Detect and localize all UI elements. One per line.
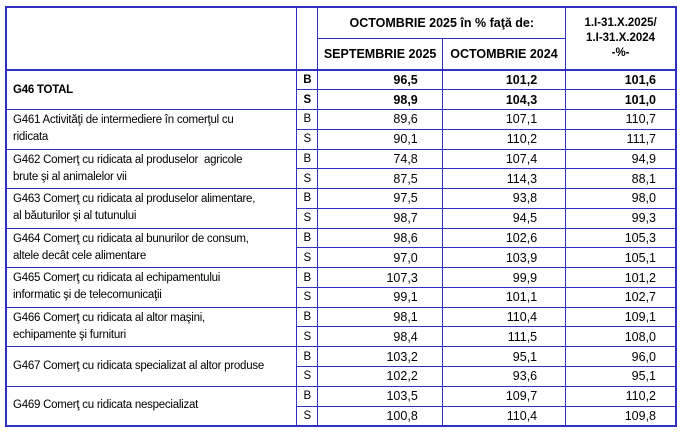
value-cell: 93,6 [441,365,567,387]
value-cell: 101,1 [441,286,567,308]
value-cell: 74,8 [317,148,443,170]
bs-cell: S [296,89,319,111]
header-octombrie-2024: OCTOMBRIE 2024 [441,37,567,71]
value-cell: 107,4 [441,148,567,170]
value-cell: 102,6 [441,227,567,249]
value-cell: 97,0 [317,247,443,269]
value-cell: 88,1 [565,168,677,190]
value-cell: 95,1 [565,365,677,387]
value-cell: 87,5 [317,168,443,190]
bs-cell: S [296,207,319,229]
value-cell: 99,1 [317,286,443,308]
value-cell: 96,5 [317,69,443,91]
header-period-column: 1.I-31.X.2025/ 1.I-31.X.2024 -%- [565,6,677,71]
value-cell: 109,8 [565,405,677,427]
value-cell: 103,9 [441,247,567,269]
value-cell: 114,3 [441,168,567,190]
value-cell: 102,7 [565,286,677,308]
bs-cell: B [296,346,319,367]
value-cell: 97,5 [317,188,443,209]
value-cell: 95,1 [441,346,567,367]
header-empty-bs-cell [296,6,319,71]
row-label: G467 Comerţ cu ridicata specializat al a… [5,346,298,387]
header-comparison-title: OCTOMBRIE 2025 în % faţă de: [317,6,567,39]
table-body: G46 TOTAL B 96,5 101,2 101,6 S 98,9 104,3 101,0 G… [5,69,677,427]
row-label: G466 Comerţ cu ridicata al altor maşini,… [5,306,298,348]
value-cell: 98,6 [317,227,443,249]
value-cell: 99,9 [441,267,567,288]
value-cell: 98,4 [317,326,443,348]
value-cell: 108,0 [565,326,677,348]
value-cell: 110,4 [441,405,567,427]
value-cell: 90,1 [317,128,443,150]
bs-cell: B [296,188,319,209]
row-label: G469 Comerţ cu ridicata nespecializat [5,385,298,427]
bs-cell: S [296,405,319,427]
value-cell: 98,1 [317,306,443,328]
value-cell: 93,8 [441,188,567,209]
value-cell: 101,2 [441,69,567,91]
value-cell: 96,0 [565,346,677,367]
bs-cell: B [296,148,319,170]
row-label: G46 TOTAL [5,69,298,111]
value-cell: 94,5 [441,207,567,229]
bs-cell: S [296,286,319,308]
value-cell: 103,2 [317,346,443,367]
value-cell: 109,7 [441,385,567,407]
wholesale-trade-table: OCTOMBRIE 2025 în % faţă de: 1.I-31.X.20… [5,6,677,427]
value-cell: 101,2 [565,267,677,288]
value-cell: 111,5 [441,326,567,348]
value-cell: 110,7 [565,109,677,130]
value-cell: 107,3 [317,267,443,288]
value-cell: 100,8 [317,405,443,427]
value-cell: 109,1 [565,306,677,328]
value-cell: 110,4 [441,306,567,328]
value-cell: 98,7 [317,207,443,229]
row-label: G461 Activităţi de intermediere în comer… [5,109,298,150]
value-cell: 98,9 [317,89,443,111]
value-cell: 104,3 [441,89,567,111]
bs-cell: S [296,326,319,348]
bs-cell: S [296,247,319,269]
value-cell: 102,2 [317,365,443,387]
value-cell: 105,3 [565,227,677,249]
bs-cell: S [296,168,319,190]
bs-cell: S [296,128,319,150]
value-cell: 89,6 [317,109,443,130]
value-cell: 105,1 [565,247,677,269]
bs-cell: B [296,109,319,130]
value-cell: 98,0 [565,188,677,209]
value-cell: 110,2 [565,385,677,407]
bs-cell: S [296,365,319,387]
bs-cell: B [296,227,319,249]
bs-cell: B [296,267,319,288]
row-label: G463 Comerţ cu ridicata al produselor al… [5,188,298,229]
row-label: G464 Comerţ cu ridicata al bunurilor de … [5,227,298,269]
row-label: G462 Comerţ cu ridicata al produselor ag… [5,148,298,190]
header-empty-label-cell [5,6,298,71]
bs-cell: B [296,306,319,328]
row-label: G465 Comerţ cu ridicata al echipamentulu… [5,267,298,308]
value-cell: 94,9 [565,148,677,170]
value-cell: 107,1 [441,109,567,130]
value-cell: 103,5 [317,385,443,407]
value-cell: 111,7 [565,128,677,150]
value-cell: 101,0 [565,89,677,111]
bs-cell: B [296,69,319,91]
header-septembrie-2025: SEPTEMBRIE 2025 [317,37,443,71]
value-cell: 101,6 [565,69,677,91]
value-cell: 110,2 [441,128,567,150]
value-cell: 99,3 [565,207,677,229]
bs-cell: B [296,385,319,407]
